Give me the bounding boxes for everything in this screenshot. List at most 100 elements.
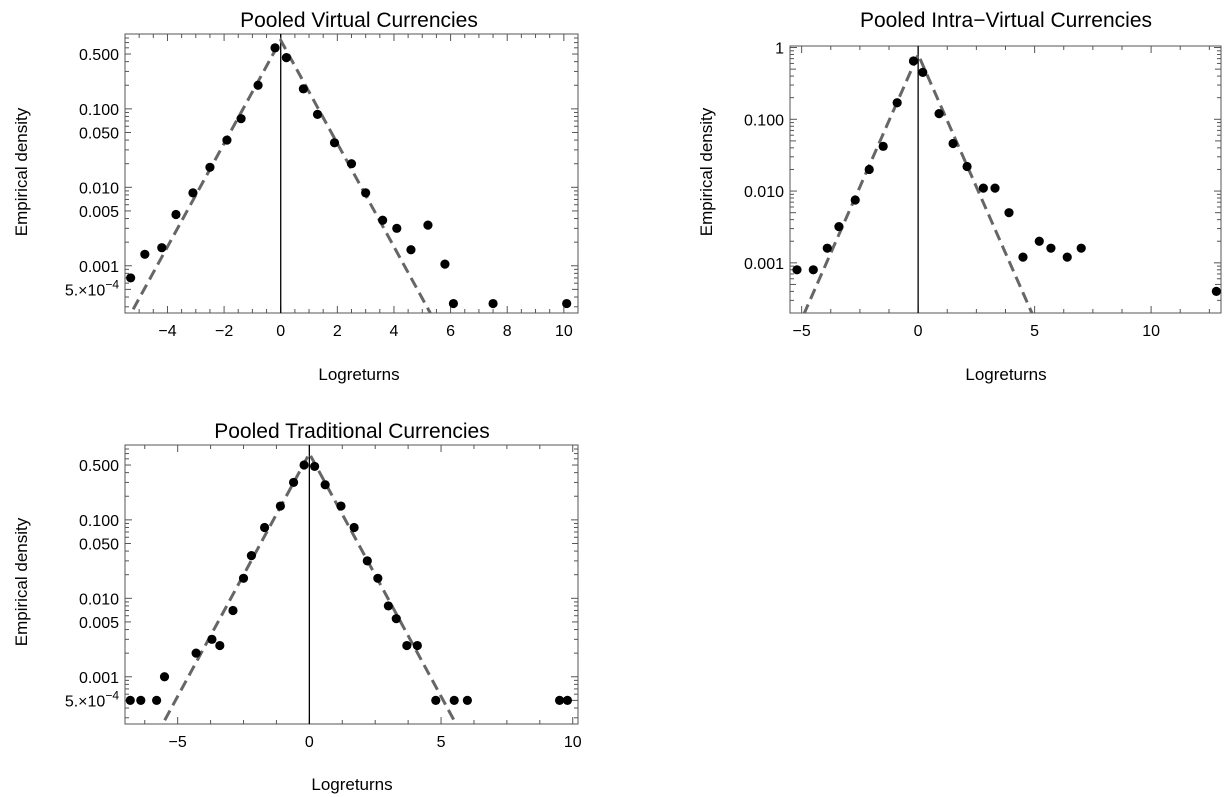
- data-point: [834, 221, 844, 232]
- data-point: [373, 573, 383, 583]
- data-point: [238, 573, 249, 583]
- data-point: [362, 556, 372, 566]
- data-point: [412, 640, 422, 651]
- data-point: [205, 162, 215, 172]
- data-point: [215, 640, 225, 651]
- y-axis-label: Empirical density: [697, 107, 716, 236]
- data-point: [878, 141, 888, 151]
- data-point: [228, 605, 238, 616]
- y-tick-label: 5.×10−4: [65, 277, 119, 299]
- chart-title: Pooled Virtual Currencies: [240, 9, 478, 32]
- data-point: [259, 522, 270, 533]
- x-tick-label: 5: [437, 734, 446, 751]
- data-point: [918, 67, 928, 78]
- x-tick-label: −5: [169, 734, 187, 751]
- data-point: [140, 249, 150, 259]
- data-point: [808, 265, 818, 275]
- y-tick-label: 1: [775, 41, 784, 58]
- data-point: [423, 220, 433, 230]
- data-point: [312, 109, 323, 119]
- plot-area: −5 0 5 10 0.001 0.010 0.100 1: [744, 41, 1222, 340]
- x-tick-label: 0: [914, 323, 923, 340]
- data-point: [990, 183, 1000, 193]
- chart-panel-traditional: Pooled Traditional Currencies Logreturns…: [12, 420, 582, 794]
- data-point: [392, 223, 402, 233]
- y-axis-label: Empirical density: [12, 107, 31, 236]
- plot-frame: [124, 33, 579, 314]
- data-point: [159, 672, 170, 682]
- data-point: [908, 56, 919, 66]
- data-point: [962, 161, 972, 172]
- data-point: [440, 259, 450, 269]
- data-point: [222, 135, 232, 145]
- y-tick-label: 0.005: [79, 204, 119, 221]
- x-tick-label: 10: [555, 323, 573, 340]
- x-tick-label: −4: [158, 323, 176, 340]
- data-point: [562, 298, 572, 309]
- data-point: [449, 695, 459, 705]
- y-tick-label: 0.500: [79, 458, 119, 475]
- x-axis-label: Logreturns: [318, 365, 399, 384]
- data-point: [864, 164, 874, 175]
- data-point: [391, 614, 401, 624]
- data-point: [288, 477, 299, 488]
- x-axis-label: Logreturns: [965, 365, 1046, 384]
- data-point: [1046, 243, 1056, 253]
- y-tick-label: 0.005: [79, 615, 119, 632]
- y-tick-label: 0.001: [79, 670, 119, 687]
- data-point: [892, 98, 902, 108]
- fit-line: [802, 50, 1034, 313]
- data-point: [299, 460, 309, 470]
- data-point: [448, 298, 459, 309]
- data-point: [152, 695, 162, 705]
- y-tick-label: 0.500: [79, 47, 119, 64]
- data-point: [188, 188, 198, 198]
- y-tick-label: 0.050: [79, 536, 119, 553]
- x-tick-label: 10: [564, 734, 582, 751]
- y-tick-label: 0.100: [744, 112, 784, 129]
- x-tick-label: 0: [305, 734, 314, 751]
- data-point: [329, 138, 340, 148]
- data-point: [361, 188, 371, 198]
- data-point: [383, 601, 393, 611]
- data-point: [125, 695, 135, 705]
- plot-frame: [789, 45, 1222, 314]
- data-point: [431, 695, 441, 705]
- y-tick-label: 0.100: [79, 513, 119, 530]
- x-tick-label: 5: [1030, 323, 1039, 340]
- data-point: [948, 138, 958, 149]
- data-point: [310, 461, 320, 472]
- y-tick-label: 0.100: [79, 102, 119, 119]
- data-point: [270, 43, 280, 53]
- data-point: [1211, 286, 1221, 296]
- plot-area: −5 0 5 10 5.×10−40.001 0.005 0.010 0.050 0.100 0.…: [65, 444, 582, 751]
- data-point: [126, 273, 136, 283]
- chart-panel-intra-virtual: Pooled Intra−Virtual Currencies Logretur…: [697, 9, 1222, 384]
- y-tick-label: 0.001: [744, 256, 784, 273]
- x-tick-label: 0: [276, 323, 285, 340]
- x-tick-label: −5: [793, 323, 811, 340]
- plot-area: −4 −2 0 2 4 6 8 10 5.×10−40.001 0.005 0.010 0.050 0.…: [65, 33, 579, 340]
- data-point: [157, 243, 167, 253]
- x-tick-label: 6: [446, 323, 455, 340]
- data-point: [1076, 243, 1086, 253]
- fit-line: [160, 450, 458, 724]
- y-tick-label: 0.010: [744, 184, 784, 201]
- y-tick-label: 0.010: [79, 180, 119, 197]
- data-point: [1004, 208, 1014, 218]
- data-point: [336, 501, 346, 511]
- data-point: [792, 265, 802, 275]
- data-point: [253, 80, 263, 90]
- data-point: [236, 114, 246, 124]
- chart-title: Pooled Traditional Currencies: [214, 420, 489, 443]
- data-point: [246, 551, 257, 561]
- y-axis-label: Empirical density: [12, 517, 31, 646]
- data-point: [298, 84, 308, 94]
- data-point: [822, 243, 832, 253]
- x-tick-label: 2: [333, 323, 342, 340]
- data-point: [402, 640, 412, 651]
- data-point: [320, 480, 330, 490]
- data-point: [462, 695, 472, 705]
- data-point: [1034, 236, 1044, 246]
- data-point: [378, 215, 388, 225]
